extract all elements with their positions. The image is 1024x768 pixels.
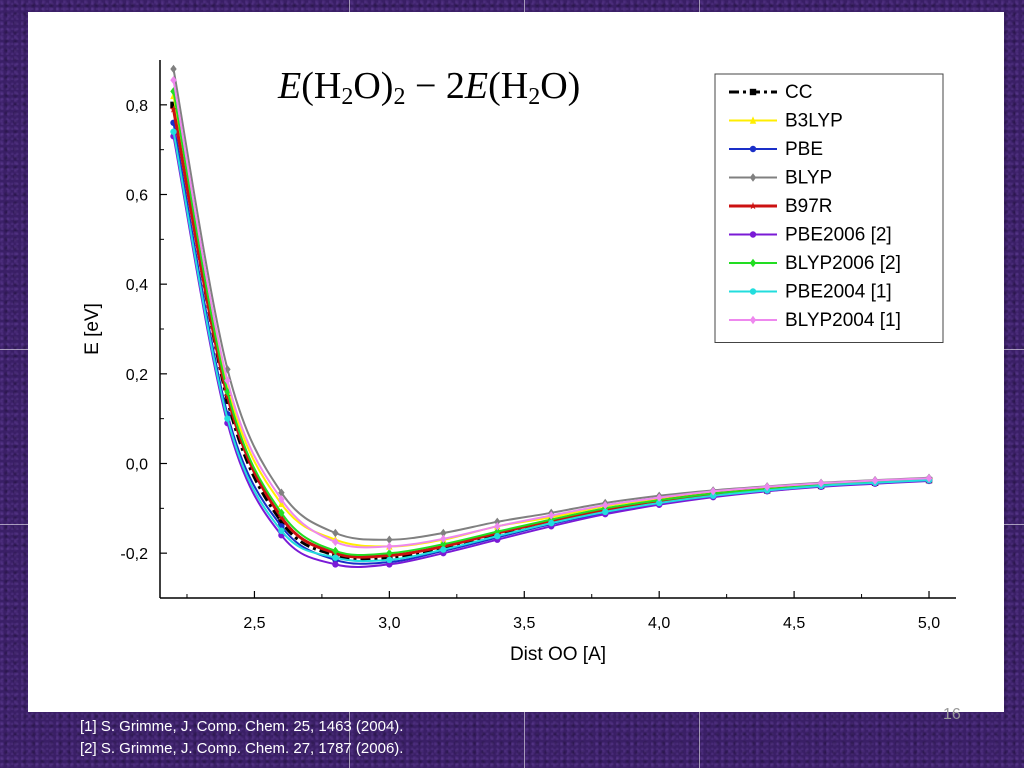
data-point [602,500,609,510]
formula-minus: − 2 [405,65,465,107]
data-point [655,499,663,507]
data-point [170,101,177,109]
legend-marker [749,173,757,182]
data-point [655,493,663,502]
formula-s1: 2 [341,84,354,110]
data-point [494,517,501,526]
data-point [548,519,555,527]
data-point [440,540,447,549]
legend-marker [749,88,757,96]
data-point [494,527,501,536]
data-point [763,482,771,492]
legend-marker [749,231,757,238]
legend-marker [749,116,757,124]
y-tick-label: -0,2 [120,546,148,563]
references: [1] S. Grimme, J. Comp. Chem. 25, 1463 (… [80,716,403,760]
series-line-7 [172,131,930,563]
y-tick-label: 0,2 [126,367,148,384]
x-tick-label: 3,5 [513,615,535,632]
data-point [386,542,393,551]
data-point [278,495,285,504]
data-point [332,537,339,547]
data-point [709,487,717,496]
x-tick-label: 4,0 [648,615,670,632]
series-line-6 [172,91,930,556]
y-tick-label: 0,6 [126,188,148,205]
x-tick-label: 5,0 [918,615,940,632]
formula-p2: O) [353,65,394,107]
legend-label: BLYP2006 [2] [785,253,901,274]
y-tick-label: 0,8 [126,98,148,115]
data-point [224,376,231,385]
data-point [224,415,231,422]
x-axis-label: Dist OO [A] [510,644,606,665]
data-point [278,527,285,534]
legend-label: B97R [785,196,833,217]
formula-s2: 2 [393,84,406,110]
formula-s3: 2 [528,84,541,110]
formula-e2: E [464,65,489,107]
data-point [925,474,933,483]
data-point [602,508,609,516]
y-tick-label: 0,0 [126,457,148,474]
legend-label: BLYP [785,168,832,189]
formula-p4: O) [540,65,581,107]
data-point [278,518,285,525]
data-point [386,548,393,558]
formula-p1: (H [301,65,342,107]
x-tick-label: 3,0 [378,615,400,632]
data-point [440,546,447,553]
data-point [386,535,393,544]
reference-1: [1] S. Grimme, J. Comp. Chem. 25, 1463 (… [80,718,404,735]
x-tick-label: 4,5 [783,615,805,632]
series-line-8 [172,79,930,549]
data-point [440,528,447,538]
legend-label: PBE2006 [2] [785,225,892,246]
legend-marker [749,315,757,325]
data-point [817,479,825,488]
formula-p3: (H [488,65,529,107]
data-point [386,561,393,568]
data-point [494,522,501,531]
y-tick-label: 0,4 [126,277,148,294]
data-point [170,75,177,85]
legend-marker [749,258,757,268]
legend-marker [749,202,757,210]
legend-label: PBE [785,139,823,160]
data-point [494,532,501,540]
legend-label: B3LYP [785,111,843,132]
slide-panel: -0,2 0,0 0,2 0,4 0,6 0,8 2,5 3,0 3,5 4,0 4,5 5,0 Dis… [28,12,1004,712]
data-point [170,128,177,135]
formula-e1: E [278,65,302,107]
data-point [332,528,339,538]
x-tick-label: 2,5 [243,615,265,632]
reference-2: [2] S. Grimme, J. Comp. Chem. 27, 1787 (… [80,740,404,757]
data-point [440,534,447,544]
chart: -0,2 0,0 0,2 0,4 0,6 0,8 2,5 3,0 3,5 4,0 4,5 5,0 Dis… [82,60,956,665]
data-point [278,488,285,497]
data-point [871,476,879,485]
data-point [170,64,177,74]
y-axis-label: E [eV] [82,303,103,355]
data-point [386,556,393,564]
legend-label: BLYP2004 [1] [785,310,901,331]
data-point [332,546,339,556]
page-number: 16 [943,706,961,723]
data-point [169,105,178,113]
data-point [332,554,339,561]
data-point [709,492,717,499]
legend-label: PBE2004 [1] [785,282,892,303]
legend-label: CC [785,82,812,103]
legend-marker [749,288,757,295]
legend-marker [749,145,757,153]
data-point [332,561,339,568]
formula-title: E(H2O)2 − 2E(H2O) [278,64,580,111]
